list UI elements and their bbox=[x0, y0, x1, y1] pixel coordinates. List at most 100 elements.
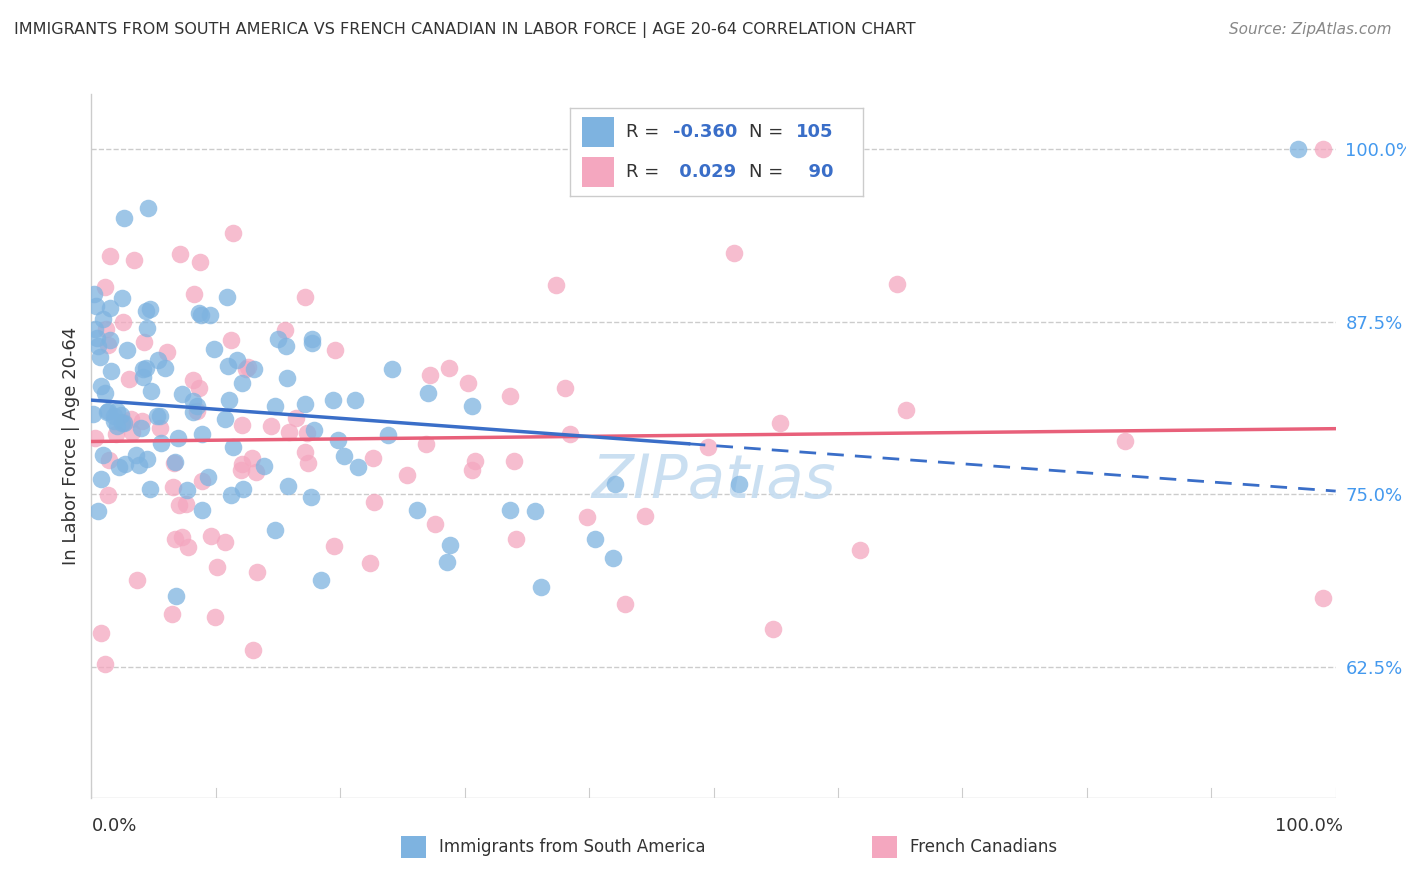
Point bbox=[359, 556, 381, 570]
Point bbox=[361, 450, 384, 465]
Point bbox=[395, 468, 418, 483]
Point bbox=[415, 437, 437, 451]
Text: -0.360: -0.360 bbox=[673, 122, 737, 141]
Point bbox=[90, 625, 112, 640]
Point bbox=[252, 459, 274, 474]
Point bbox=[96, 322, 118, 336]
Point bbox=[146, 409, 169, 423]
Point bbox=[769, 417, 792, 431]
Point bbox=[121, 425, 143, 440]
Point bbox=[240, 451, 263, 466]
Point bbox=[1114, 434, 1136, 448]
Point bbox=[200, 529, 222, 543]
Point bbox=[301, 332, 323, 346]
Point bbox=[108, 459, 131, 474]
Point bbox=[218, 393, 240, 408]
Text: ZIPatıas: ZIPatıas bbox=[592, 451, 835, 511]
Point bbox=[232, 482, 254, 496]
Point bbox=[97, 338, 120, 352]
Text: N =: N = bbox=[749, 163, 783, 181]
Point bbox=[139, 483, 162, 497]
Point bbox=[128, 458, 150, 473]
Point bbox=[603, 476, 626, 491]
Point bbox=[554, 381, 576, 395]
Point bbox=[1286, 142, 1309, 156]
Point bbox=[301, 490, 323, 504]
Point bbox=[260, 419, 283, 434]
Text: 90: 90 bbox=[796, 163, 834, 181]
Text: R =: R = bbox=[626, 122, 659, 141]
Point bbox=[276, 371, 298, 385]
Point bbox=[530, 580, 553, 594]
Point bbox=[461, 462, 484, 476]
Point bbox=[94, 386, 117, 401]
Point bbox=[204, 610, 226, 624]
Point bbox=[153, 360, 176, 375]
Point bbox=[114, 211, 136, 225]
Point bbox=[146, 353, 169, 368]
Point bbox=[82, 407, 104, 421]
Point bbox=[136, 320, 159, 334]
Point bbox=[302, 423, 325, 437]
Point bbox=[91, 448, 114, 462]
Point bbox=[118, 371, 141, 385]
Point bbox=[191, 474, 214, 488]
Bar bbox=[582, 157, 614, 187]
Point bbox=[160, 607, 183, 621]
Point bbox=[499, 389, 522, 403]
Point bbox=[503, 454, 526, 468]
Point bbox=[120, 412, 142, 426]
Point bbox=[457, 376, 479, 390]
Point bbox=[242, 643, 264, 657]
Bar bbox=[582, 117, 614, 146]
Point bbox=[461, 399, 484, 413]
Point bbox=[294, 444, 316, 458]
Point bbox=[83, 431, 105, 445]
Point bbox=[135, 304, 157, 318]
Point bbox=[309, 574, 332, 588]
Point bbox=[246, 565, 269, 579]
Point bbox=[132, 369, 155, 384]
Point bbox=[150, 436, 173, 450]
Point bbox=[762, 622, 785, 636]
Point bbox=[295, 426, 318, 441]
Point bbox=[217, 359, 239, 373]
Point bbox=[96, 405, 118, 419]
Point bbox=[558, 427, 581, 442]
Point bbox=[188, 306, 211, 320]
Point bbox=[322, 393, 344, 408]
Point bbox=[613, 597, 636, 611]
Text: 0.029: 0.029 bbox=[673, 163, 735, 181]
Point bbox=[297, 456, 319, 470]
Point bbox=[98, 249, 121, 263]
Point bbox=[112, 415, 135, 429]
Point bbox=[276, 339, 298, 353]
Point bbox=[576, 510, 599, 524]
Point bbox=[186, 404, 208, 418]
Text: Source: ZipAtlas.com: Source: ZipAtlas.com bbox=[1229, 22, 1392, 37]
Point bbox=[141, 384, 163, 398]
Point bbox=[188, 254, 211, 268]
Point bbox=[181, 394, 204, 409]
Point bbox=[363, 495, 385, 509]
Point bbox=[176, 483, 198, 498]
Point bbox=[112, 417, 135, 431]
Point bbox=[1312, 591, 1334, 606]
Point bbox=[381, 362, 404, 376]
Point bbox=[86, 330, 108, 344]
Point bbox=[136, 202, 159, 216]
Point bbox=[98, 301, 121, 316]
Point bbox=[267, 331, 290, 345]
Point bbox=[419, 368, 441, 382]
Point bbox=[214, 534, 236, 549]
Point bbox=[219, 488, 242, 502]
Point bbox=[294, 397, 316, 411]
Point bbox=[436, 555, 458, 569]
Point bbox=[323, 343, 346, 357]
Point bbox=[91, 312, 114, 326]
Point bbox=[105, 419, 128, 434]
Point bbox=[332, 450, 354, 464]
Point bbox=[226, 353, 249, 368]
Point bbox=[96, 487, 118, 501]
Point bbox=[727, 476, 749, 491]
